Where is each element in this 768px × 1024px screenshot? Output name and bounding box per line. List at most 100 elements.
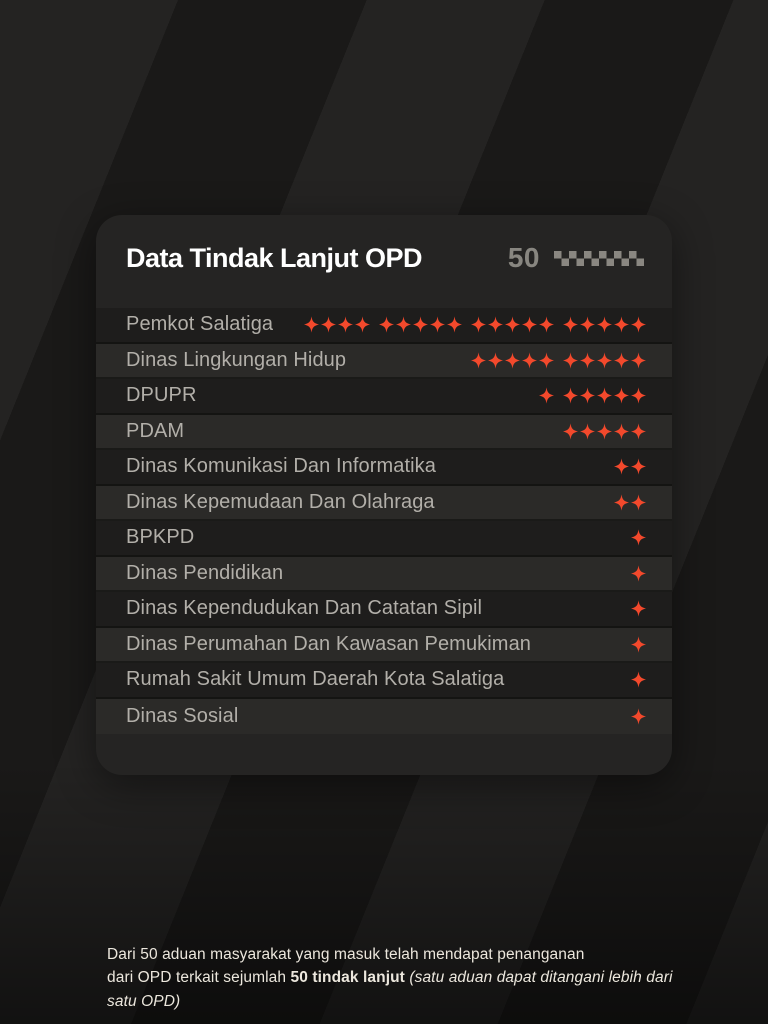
page-title: Data Tindak Lanjut OPD [126,242,423,273]
card-header: Data Tindak Lanjut OPD 50 [96,215,672,273]
row-label: Pemkot Salatiga [126,313,274,336]
table-row: BPKPD [96,521,672,557]
row-label: Dinas Komunikasi Dan Informatika [126,455,436,478]
row-label: DPUPR [126,384,197,407]
table-row: Pemkot Salatiga [96,308,672,344]
row-label: Dinas Pendidikan [126,561,284,584]
four-pointed-star-icon [580,423,595,440]
tally-group [563,422,646,441]
four-pointed-star-icon [580,387,595,404]
header-right: 50 [508,242,644,274]
footer-line-2-normal: dari OPD terkait sejumlah [107,969,291,987]
table-row: Dinas Sosial [96,698,672,734]
four-pointed-star-icon [631,494,646,511]
four-pointed-star-icon [488,352,503,369]
table-row: Dinas Komunikasi Dan Informatika [96,450,672,486]
tally-group [471,351,554,370]
tally-group [631,670,646,689]
tally-group [563,386,646,405]
tally-group [631,564,646,583]
four-pointed-star-icon [631,387,646,404]
four-pointed-star-icon [580,352,595,369]
four-pointed-star-icon [304,316,319,333]
four-pointed-star-icon [321,316,336,333]
four-pointed-star-icon [631,529,646,546]
four-pointed-star-icon [631,565,646,582]
tally-marks [614,493,646,512]
tally-group [631,599,646,618]
four-pointed-star-icon [597,423,612,440]
tally-group [631,635,646,654]
four-pointed-star-icon [338,316,353,333]
four-pointed-star-icon [522,352,537,369]
four-pointed-star-icon [539,387,554,404]
four-pointed-star-icon [597,352,612,369]
tally-group [614,493,646,512]
four-pointed-star-icon [447,316,462,333]
four-pointed-star-icon [430,316,445,333]
checkered-flag-icon [554,250,644,266]
tally-group [304,315,370,334]
tally-marks [631,707,646,726]
four-pointed-star-icon [413,316,428,333]
footer-line-1: Dari 50 aduan masyarakat yang masuk tela… [107,946,585,963]
row-label: Dinas Lingkungan Hidup [126,348,347,371]
tally-marks [631,599,646,618]
footer-line-2: dari OPD terkait sejumlah 50 tindak lanj… [107,966,687,1013]
four-pointed-star-icon [379,316,394,333]
four-pointed-star-icon [471,352,486,369]
tally-marks [631,670,646,689]
four-pointed-star-icon [631,600,646,617]
four-pointed-star-icon [539,316,554,333]
four-pointed-star-icon [631,316,646,333]
four-pointed-star-icon [614,352,629,369]
tally-marks [631,564,646,583]
four-pointed-star-icon [396,316,411,333]
four-pointed-star-icon [563,352,578,369]
table-row: Dinas Pendidikan [96,556,672,592]
table-row: Dinas Kependudukan Dan Catatan Sipil [96,592,672,628]
row-label: Dinas Kepemudaan Dan Olahraga [126,490,435,513]
four-pointed-star-icon [580,316,595,333]
table-row: Dinas Kepemudaan Dan Olahraga [96,485,672,521]
four-pointed-star-icon [614,494,629,511]
four-pointed-star-icon [505,316,520,333]
row-label: Dinas Sosial [126,704,239,727]
tally-group [539,386,554,405]
four-pointed-star-icon [563,316,578,333]
tally-marks [471,351,646,370]
four-pointed-star-icon [631,636,646,653]
tally-group [563,315,646,334]
four-pointed-star-icon [631,423,646,440]
footer-note: Dari 50 aduan masyarakat yang masuk tela… [107,943,687,1013]
footer-line-2-italic: (satu aduan dapat ditangani lebih dari s… [107,969,673,1010]
tally-group [471,315,554,334]
four-pointed-star-icon [563,423,578,440]
tally-marks [631,635,646,654]
four-pointed-star-icon [614,316,629,333]
summary-card: Data Tindak Lanjut OPD 50 Pemkot Salatig… [96,215,672,775]
row-label: Dinas Kependudukan Dan Catatan Sipil [126,597,483,620]
table-row: Rumah Sakit Umum Daerah Kota Salatiga [96,663,672,699]
four-pointed-star-icon [522,316,537,333]
total-count: 50 [507,242,540,273]
four-pointed-star-icon [539,352,554,369]
footer-line-2-bold: 50 tindak lanjut [290,969,405,987]
four-pointed-star-icon [488,316,503,333]
four-pointed-star-icon [631,352,646,369]
tally-marks [631,528,646,547]
table-row: PDAM [96,414,672,450]
row-label: BPKPD [126,526,195,549]
four-pointed-star-icon [631,671,646,688]
row-label: Dinas Perumahan Dan Kawasan Pemukiman [126,632,532,655]
table-row: DPUPR [96,379,672,415]
four-pointed-star-icon [563,387,578,404]
tally-marks [614,457,646,476]
four-pointed-star-icon [614,423,629,440]
tally-marks [539,386,646,405]
four-pointed-star-icon [631,458,646,475]
opd-list: Pemkot Salatiga Dinas Lingkungan Hidup DPU… [96,308,672,734]
four-pointed-star-icon [614,387,629,404]
tally-group [631,707,646,726]
tally-group [614,457,646,476]
